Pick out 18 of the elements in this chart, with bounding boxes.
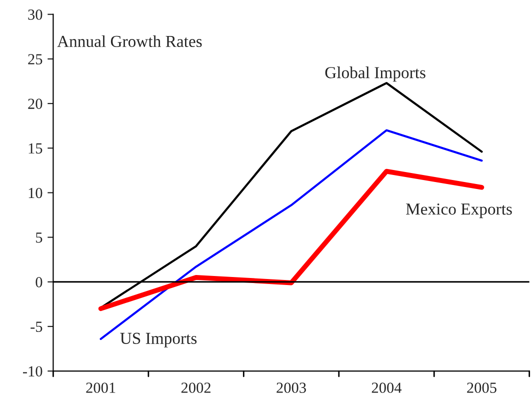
- y-tick-label: -10: [22, 366, 42, 376]
- y-tick-label: 25: [28, 54, 42, 64]
- y-tick-label: 0: [36, 277, 42, 288]
- y-tick-label: 20: [28, 98, 42, 109]
- series-label: Mexico Exports: [406, 204, 512, 218]
- series-label: Global Imports: [325, 66, 426, 82]
- x-tick-label: 2002: [181, 382, 210, 393]
- y-tick-label: 10: [28, 188, 42, 198]
- y-tick-label: 30: [28, 9, 42, 20]
- y-tick-label: 5: [36, 232, 42, 243]
- x-tick-label: 2001: [86, 382, 116, 393]
- text: Annual Growth Rates: [57, 35, 202, 48]
- x-tick-label: 2003: [276, 382, 306, 393]
- y-tick-label: 15: [28, 143, 42, 154]
- x-tick-label: 2005: [467, 382, 496, 393]
- series-label: US Imports: [120, 332, 197, 348]
- y-tick-label: -5: [30, 322, 42, 332]
- x-tick-label: 2004: [372, 382, 402, 393]
